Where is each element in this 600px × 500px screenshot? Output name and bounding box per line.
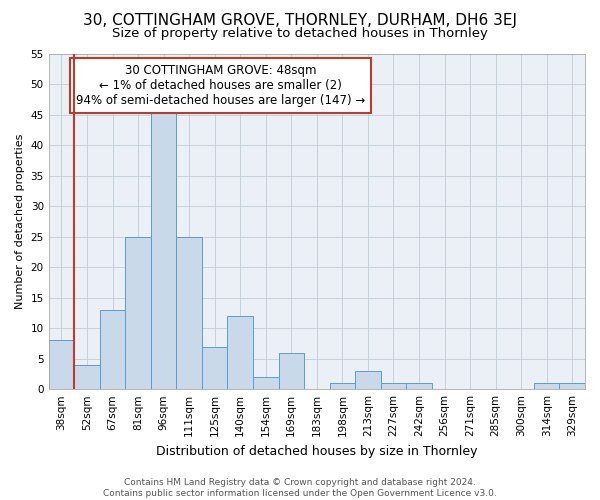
Bar: [278, 352, 304, 389]
Bar: [406, 383, 432, 389]
Text: 30 COTTINGHAM GROVE: 48sqm
← 1% of detached houses are smaller (2)
94% of semi-d: 30 COTTINGHAM GROVE: 48sqm ← 1% of detac…: [76, 64, 365, 107]
Bar: [125, 237, 151, 389]
Y-axis label: Number of detached properties: Number of detached properties: [15, 134, 25, 310]
Text: 30, COTTINGHAM GROVE, THORNLEY, DURHAM, DH6 3EJ: 30, COTTINGHAM GROVE, THORNLEY, DURHAM, …: [83, 12, 517, 28]
Text: Contains HM Land Registry data © Crown copyright and database right 2024.
Contai: Contains HM Land Registry data © Crown c…: [103, 478, 497, 498]
Bar: [202, 346, 227, 389]
Bar: [329, 383, 355, 389]
Bar: [151, 109, 176, 389]
Bar: [176, 237, 202, 389]
Bar: [227, 316, 253, 389]
Bar: [534, 383, 559, 389]
Text: Size of property relative to detached houses in Thornley: Size of property relative to detached ho…: [112, 28, 488, 40]
Bar: [74, 365, 100, 389]
Bar: [253, 377, 278, 389]
Bar: [559, 383, 585, 389]
Bar: [49, 340, 74, 389]
Bar: [355, 371, 380, 389]
X-axis label: Distribution of detached houses by size in Thornley: Distribution of detached houses by size …: [156, 444, 478, 458]
Bar: [380, 383, 406, 389]
Bar: [100, 310, 125, 389]
